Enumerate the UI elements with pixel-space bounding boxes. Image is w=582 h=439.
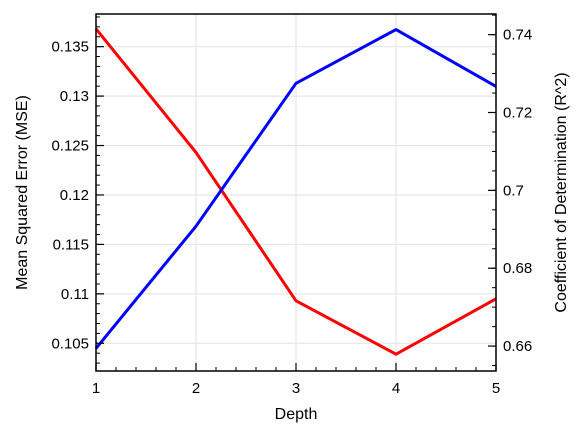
left-y-axis-label: Mean Squared Error (MSE): [14, 95, 31, 290]
left-axis-ticks: 0.105 0.11 0.115 0.12 0.125 0.13 0.135: [51, 39, 104, 352]
left-tick-label: 0.11: [61, 286, 89, 303]
right-tick-label: 0.68: [503, 260, 532, 277]
right-y-axis-label: Coefficient of Determination (R^2): [553, 72, 570, 312]
x-axis-label: Depth: [275, 406, 318, 423]
left-tick-label: 0.105: [51, 335, 89, 352]
x-tick-label: 1: [92, 380, 100, 397]
grid: [95, 14, 497, 371]
right-axis-ticks: 0.66 0.68 0.7 0.72 0.74: [488, 27, 532, 355]
x-tick-label: 2: [192, 380, 200, 397]
left-tick-label: 0.13: [60, 88, 89, 105]
mse-series-line: [94, 27, 497, 356]
right-tick-label: 0.7: [503, 182, 524, 199]
right-tick-label: 0.72: [503, 104, 532, 121]
x-axis-ticks: 1 2 3 4 5: [92, 363, 500, 397]
x-tick-label: 4: [392, 380, 400, 397]
r2-series-line: [94, 28, 497, 350]
right-tick-label: 0.66: [503, 338, 532, 355]
x-tick-label: 5: [492, 380, 500, 397]
left-tick-label: 0.115: [53, 236, 89, 253]
minor-ticks: [95, 14, 497, 371]
series-lines: [94, 27, 497, 356]
left-tick-label: 0.125: [51, 138, 89, 155]
right-tick-label: 0.74: [503, 27, 532, 44]
left-tick-label: 0.12: [60, 187, 89, 204]
x-tick-label: 3: [292, 380, 300, 397]
left-tick-label: 0.135: [51, 39, 89, 56]
